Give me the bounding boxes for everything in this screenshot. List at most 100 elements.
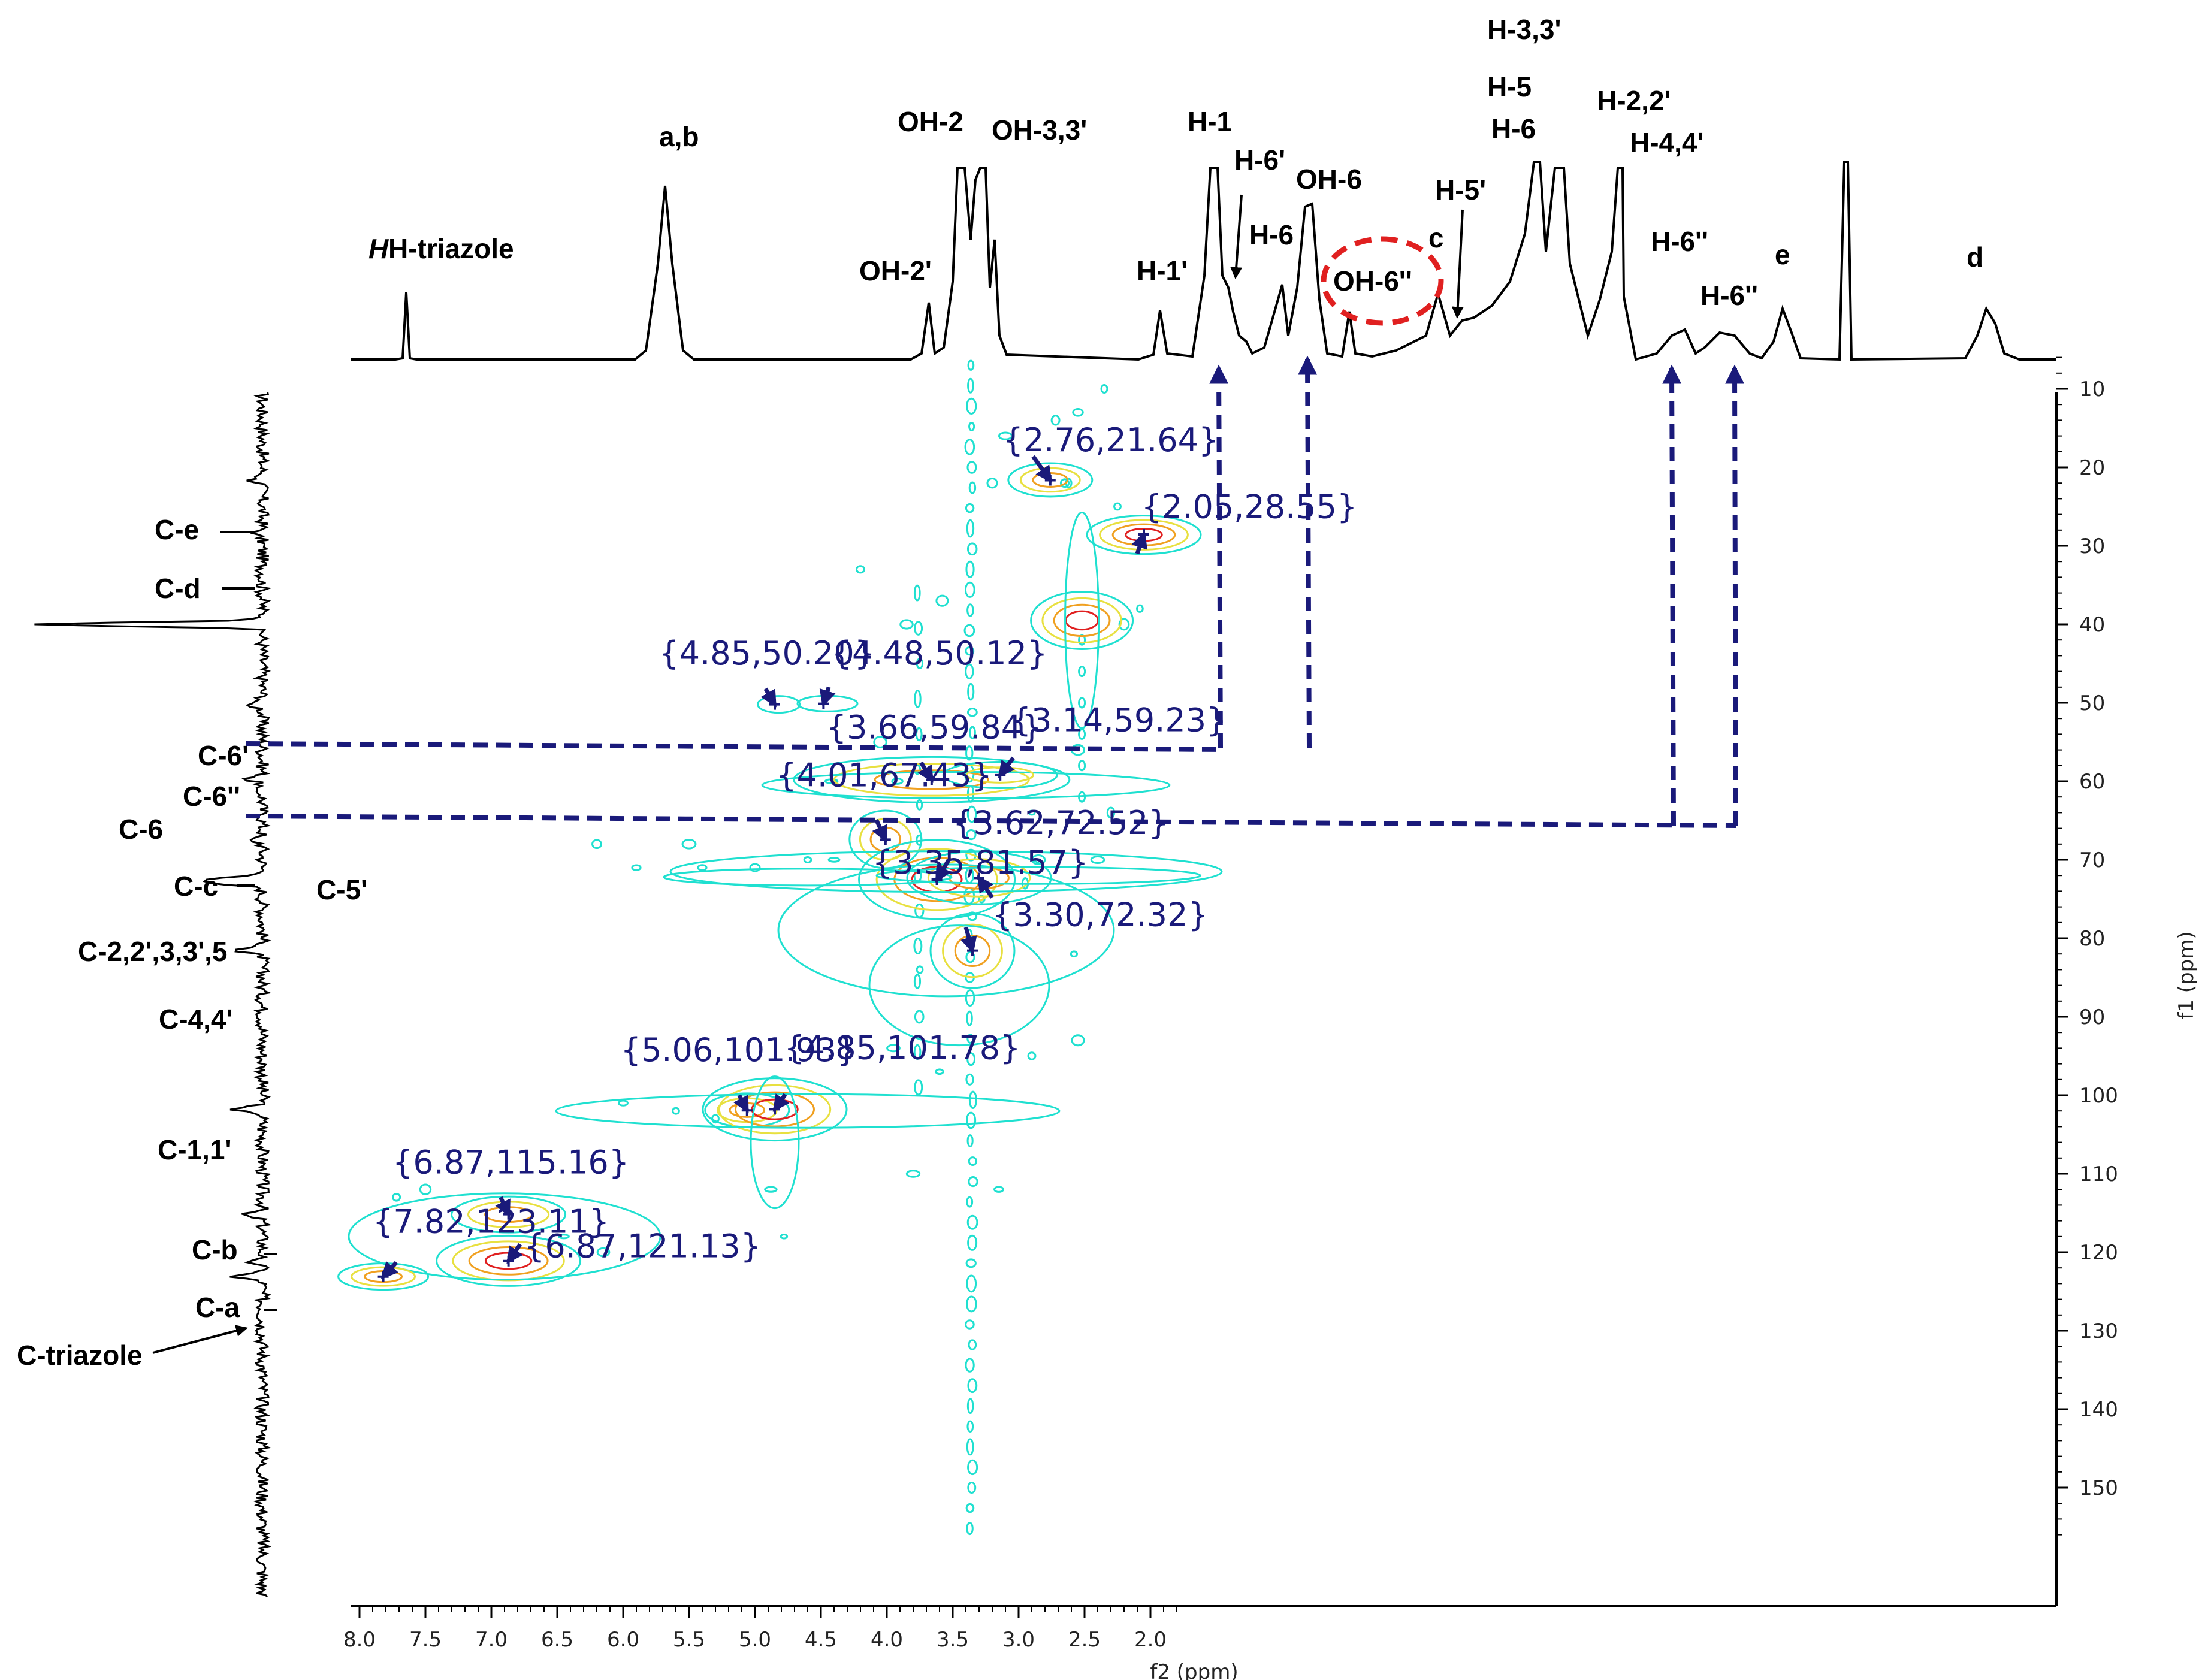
streak-contour bbox=[965, 1358, 975, 1373]
noise-contour bbox=[697, 864, 708, 871]
noise-contour bbox=[681, 838, 697, 850]
h-label-h5p: H-5' bbox=[1435, 174, 1486, 206]
streak-contour bbox=[965, 1258, 977, 1268]
streak-contour bbox=[966, 1111, 977, 1129]
noise-contour bbox=[596, 1247, 611, 1258]
y-tick-label: 120 bbox=[2079, 1241, 2118, 1265]
peak-label: {3.35,81.57} bbox=[872, 844, 1089, 881]
h-label-oh2p: OH-2' bbox=[859, 255, 932, 286]
noise-contour bbox=[1118, 618, 1130, 631]
x-tick-label: 5.0 bbox=[739, 1628, 771, 1652]
streak-contour bbox=[966, 542, 978, 556]
streak-contour bbox=[966, 397, 977, 415]
streak-contour bbox=[965, 1073, 974, 1086]
noise-contour bbox=[764, 1186, 778, 1193]
contour-level bbox=[1086, 515, 1202, 555]
streak-contour bbox=[964, 439, 975, 455]
guide-h6-vertical bbox=[1298, 355, 1318, 748]
contour-level bbox=[858, 839, 1016, 920]
peak-pointer bbox=[872, 818, 888, 843]
contour-level bbox=[793, 756, 1071, 803]
peak-label: {3.14,59.23} bbox=[1011, 702, 1227, 739]
streak-contour bbox=[965, 745, 974, 761]
c-label-6p: C-6' bbox=[198, 740, 249, 771]
noise-contour bbox=[905, 1170, 921, 1178]
streak-contour bbox=[913, 584, 921, 602]
h-label-oh33p: OH-3,3' bbox=[992, 114, 1087, 146]
correlation-guides bbox=[245, 355, 1745, 828]
streak-contour bbox=[1078, 760, 1086, 772]
h5p-pointer-arrow bbox=[1451, 209, 1464, 319]
h-label-oh6pp: OH-6'' bbox=[1333, 265, 1412, 297]
peak-pointer bbox=[819, 686, 836, 707]
noise-contour bbox=[886, 1044, 901, 1053]
streak-contour bbox=[967, 377, 974, 394]
streak-contour bbox=[965, 560, 975, 578]
proton-labels: H H-triazole a,b OH-2' OH-2 OH-3,3' H-1' … bbox=[368, 14, 1983, 311]
noise-contour bbox=[1028, 809, 1036, 816]
peak-pointer bbox=[733, 1094, 749, 1114]
contour-level bbox=[348, 1192, 662, 1281]
noise-contour bbox=[827, 857, 841, 863]
streak-contour bbox=[966, 1134, 974, 1147]
peak-label: {5.06,101.93} bbox=[621, 1031, 857, 1069]
x-tick-label: 6.5 bbox=[541, 1628, 573, 1652]
peak-pointer bbox=[917, 761, 934, 783]
peak-pointer bbox=[380, 1261, 399, 1279]
carbon-labels: C-e C-d C-6' C-6'' C-6 C-c C-5' C-2,2',3… bbox=[17, 514, 367, 1371]
streak-contour bbox=[963, 624, 975, 637]
c-label-11p: C-1,1' bbox=[158, 1134, 231, 1165]
y-tick-label: 110 bbox=[2079, 1162, 2118, 1186]
x-tick-label: 7.5 bbox=[409, 1628, 442, 1652]
noise-contour bbox=[591, 839, 602, 850]
h-label-h1p: H-1' bbox=[1137, 255, 1188, 286]
contour-level bbox=[942, 923, 1003, 978]
contour-level bbox=[1041, 597, 1122, 644]
streak-contour bbox=[966, 1420, 974, 1433]
c-label-c: C-c bbox=[174, 871, 218, 902]
streak-contour bbox=[966, 1214, 978, 1230]
contour-level bbox=[929, 912, 1016, 989]
streak-contour bbox=[967, 1234, 978, 1251]
streak-contour bbox=[965, 503, 975, 513]
streak-contour bbox=[966, 1438, 974, 1456]
h-label-h33p: H-3,3' bbox=[1487, 14, 1561, 45]
noise-contour bbox=[1072, 407, 1084, 417]
streak-contour bbox=[915, 727, 923, 742]
h-triazole-label: H H-triazole bbox=[368, 233, 514, 264]
contour-level bbox=[875, 866, 1201, 885]
streak-contour bbox=[914, 903, 925, 918]
noise-contour bbox=[558, 1234, 570, 1240]
peak-pointer bbox=[960, 926, 977, 954]
peak-pointer bbox=[772, 1093, 790, 1112]
h-label-h6pp-b: H-6'' bbox=[1700, 280, 1758, 311]
y-tick-label: 90 bbox=[2079, 1005, 2105, 1029]
streak-contour bbox=[964, 581, 975, 598]
streak-contour bbox=[966, 1398, 974, 1415]
noise-contour bbox=[1050, 415, 1061, 426]
streak-contour bbox=[966, 1295, 977, 1313]
y-tick-label: 140 bbox=[2079, 1398, 2118, 1422]
streak-contour bbox=[1078, 666, 1086, 678]
streak-contour bbox=[969, 726, 976, 739]
contour-level bbox=[718, 1084, 832, 1135]
peak-label: {2.05,28.55} bbox=[1141, 488, 1358, 525]
streak-contour bbox=[1078, 728, 1086, 740]
streak-contour bbox=[966, 829, 977, 841]
noise-contour bbox=[916, 965, 924, 974]
noise-contour bbox=[824, 778, 839, 784]
y-axis-ticks: 10 20 30 40 50 60 70 80 90 100 110 120 130 140 150 bbox=[2056, 356, 2118, 1536]
noise-contour bbox=[1070, 950, 1079, 958]
noise-contour bbox=[891, 778, 904, 785]
streak-contour bbox=[914, 1010, 925, 1024]
contour-level bbox=[875, 848, 998, 911]
streak-contour bbox=[1078, 697, 1086, 709]
noise-contour bbox=[1113, 502, 1122, 511]
peak-pointer bbox=[935, 859, 952, 883]
peak-label: {4.01,67.43} bbox=[776, 756, 992, 794]
streak-contour bbox=[966, 1196, 974, 1208]
contour-level bbox=[1007, 462, 1094, 498]
contour-level bbox=[451, 1195, 567, 1234]
svg-text:H-triazole: H-triazole bbox=[388, 233, 514, 264]
